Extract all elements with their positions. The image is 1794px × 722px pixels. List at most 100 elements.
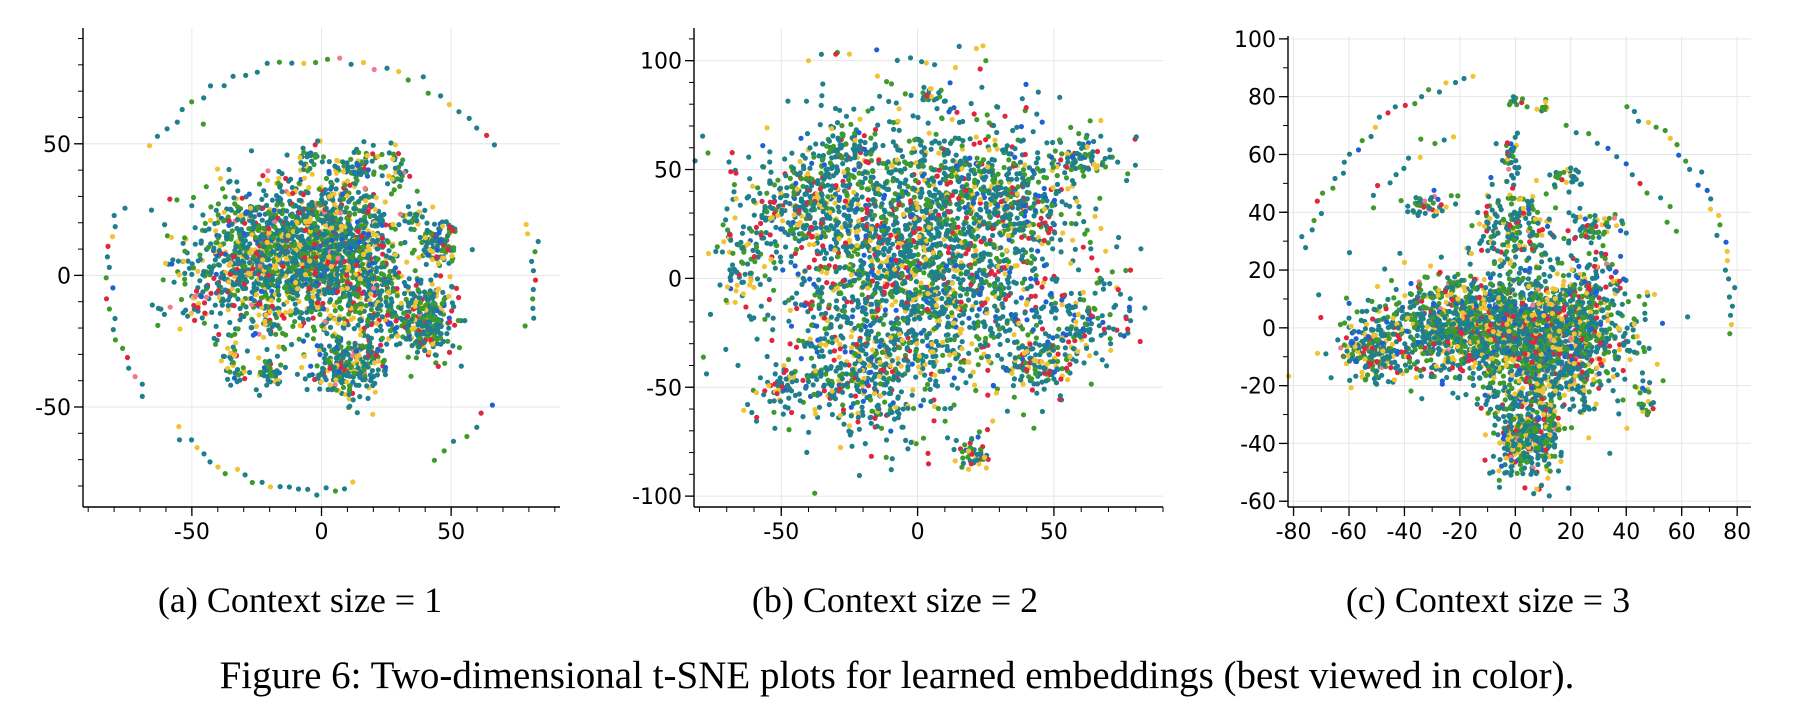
data-point bbox=[968, 100, 974, 107]
data-point bbox=[954, 215, 961, 221]
data-point bbox=[374, 216, 380, 222]
data-point bbox=[530, 296, 536, 302]
data-point bbox=[276, 175, 282, 181]
data-point bbox=[226, 222, 232, 228]
data-point bbox=[792, 301, 799, 307]
data-point bbox=[305, 236, 312, 243]
data-point bbox=[1023, 81, 1029, 87]
data-point bbox=[109, 234, 116, 240]
data-point bbox=[985, 251, 991, 257]
data-point bbox=[340, 277, 346, 283]
data-point bbox=[431, 457, 437, 463]
data-point bbox=[259, 196, 265, 202]
data-point bbox=[321, 287, 327, 293]
data-point bbox=[282, 346, 288, 352]
data-point bbox=[275, 305, 281, 311]
data-point bbox=[972, 382, 978, 388]
data-point bbox=[334, 225, 340, 231]
data-point bbox=[342, 363, 348, 369]
data-point bbox=[318, 343, 324, 349]
data-point bbox=[926, 130, 932, 136]
data-point bbox=[372, 207, 378, 213]
data-point bbox=[450, 343, 456, 349]
data-point bbox=[334, 177, 340, 183]
data-point bbox=[305, 486, 311, 492]
points bbox=[103, 55, 541, 498]
data-point bbox=[216, 283, 222, 289]
data-point bbox=[434, 323, 440, 329]
data-point bbox=[265, 284, 272, 290]
data-point bbox=[221, 218, 227, 224]
data-point bbox=[828, 314, 834, 320]
data-point bbox=[788, 253, 795, 259]
data-point bbox=[280, 330, 286, 336]
data-point bbox=[314, 235, 320, 241]
data-point bbox=[427, 319, 433, 325]
data-point bbox=[239, 195, 245, 201]
data-point bbox=[737, 202, 743, 208]
data-point bbox=[146, 143, 153, 149]
data-point bbox=[315, 375, 321, 381]
data-point bbox=[271, 235, 277, 241]
data-point bbox=[932, 372, 938, 378]
data-point bbox=[323, 485, 329, 491]
data-point bbox=[833, 240, 840, 246]
data-point bbox=[356, 149, 362, 156]
data-point bbox=[530, 286, 536, 293]
data-point bbox=[376, 290, 382, 296]
data-point bbox=[798, 135, 804, 141]
data-point bbox=[428, 231, 434, 237]
data-point bbox=[863, 239, 869, 245]
data-point bbox=[233, 244, 239, 250]
data-point bbox=[397, 341, 403, 347]
data-point bbox=[434, 337, 440, 343]
data-point bbox=[294, 309, 300, 315]
data-point bbox=[361, 139, 367, 145]
data-point bbox=[345, 164, 351, 170]
data-point bbox=[307, 152, 313, 158]
data-point bbox=[735, 362, 741, 368]
data-point bbox=[168, 234, 174, 240]
data-point bbox=[289, 341, 295, 348]
data-point bbox=[759, 198, 765, 204]
data-point bbox=[983, 137, 989, 143]
data-point bbox=[880, 321, 887, 327]
data-point bbox=[311, 251, 317, 257]
data-point bbox=[942, 418, 948, 424]
data-point bbox=[447, 274, 453, 280]
data-point bbox=[1025, 332, 1031, 338]
data-point bbox=[824, 270, 830, 276]
data-point bbox=[296, 299, 302, 305]
data-point bbox=[385, 181, 391, 187]
data-point bbox=[318, 231, 325, 237]
data-point bbox=[802, 268, 808, 274]
data-point bbox=[928, 146, 934, 152]
data-point bbox=[421, 247, 427, 253]
data-point bbox=[221, 83, 227, 89]
data-point bbox=[434, 328, 440, 334]
data-point bbox=[882, 209, 888, 215]
data-point bbox=[299, 283, 305, 289]
data-point bbox=[258, 275, 264, 281]
data-point bbox=[895, 118, 901, 124]
data-point bbox=[380, 243, 386, 249]
data-point bbox=[412, 268, 418, 274]
data-point bbox=[484, 132, 490, 138]
data-point bbox=[772, 425, 778, 431]
data-point bbox=[705, 150, 711, 156]
data-point bbox=[435, 286, 442, 292]
data-point bbox=[438, 273, 444, 279]
data-point bbox=[112, 224, 118, 230]
data-point bbox=[859, 292, 865, 298]
data-point bbox=[251, 284, 257, 290]
data-point bbox=[1039, 119, 1045, 125]
data-point bbox=[202, 310, 208, 316]
data-point bbox=[456, 109, 462, 115]
data-point bbox=[841, 296, 847, 302]
data-point bbox=[305, 168, 311, 174]
data-point bbox=[365, 167, 371, 173]
data-point bbox=[197, 256, 203, 262]
data-point bbox=[354, 162, 361, 168]
data-point bbox=[240, 273, 246, 279]
data-point bbox=[762, 316, 768, 322]
